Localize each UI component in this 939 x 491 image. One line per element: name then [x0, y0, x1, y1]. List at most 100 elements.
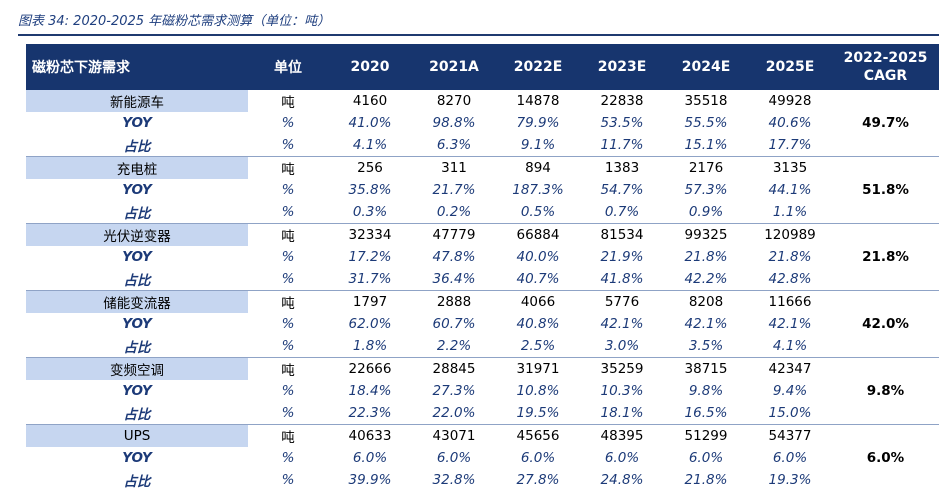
cagr-cell: 51.8% — [832, 157, 939, 224]
yoy-cell: 21.8% — [748, 246, 832, 268]
tonnage-cell: 38715 — [664, 358, 748, 381]
yoy-cell: 47.8% — [412, 246, 496, 268]
share-cell: 2.5% — [496, 335, 580, 358]
share-cell: 6.3% — [412, 134, 496, 157]
yoy-cell: 10.8% — [496, 380, 580, 402]
segment-label: 充电桩 — [26, 157, 248, 180]
yoy-cell: 40.8% — [496, 313, 580, 335]
share-cell: 0.7% — [580, 201, 664, 224]
unit-cell: 吨 — [248, 425, 328, 448]
table-row: 占比%1.8%2.2%2.5%3.0%3.5%4.1% — [26, 335, 939, 358]
yoy-cell: 98.8% — [412, 112, 496, 134]
unit-cell: % — [248, 134, 328, 157]
tonnage-cell: 35259 — [580, 358, 664, 381]
share-label: 占比 — [26, 134, 248, 157]
table-row: YOY%18.4%27.3%10.8%10.3%9.8%9.4% — [26, 380, 939, 402]
tonnage-cell: 8208 — [664, 291, 748, 314]
table-row: YOY%6.0%6.0%6.0%6.0%6.0%6.0% — [26, 447, 939, 469]
share-cell: 27.8% — [496, 469, 580, 491]
share-cell: 32.8% — [412, 469, 496, 491]
share-cell: 40.7% — [496, 268, 580, 291]
yoy-cell: 6.0% — [412, 447, 496, 469]
share-cell: 3.5% — [664, 335, 748, 358]
share-label: 占比 — [26, 335, 248, 358]
unit-cell: % — [248, 112, 328, 134]
tonnage-cell: 2888 — [412, 291, 496, 314]
cagr-cell: 42.0% — [832, 291, 939, 358]
share-label: 占比 — [26, 469, 248, 491]
unit-cell: % — [248, 313, 328, 335]
unit-cell: 吨 — [248, 358, 328, 381]
header-cagr-period: 2022-2025 — [832, 49, 939, 67]
yoy-cell: 41.0% — [328, 112, 412, 134]
tonnage-cell: 35518 — [664, 90, 748, 112]
share-cell: 16.5% — [664, 402, 748, 425]
share-label: 占比 — [26, 402, 248, 425]
caption-divider — [18, 34, 939, 36]
header-year: 2020 — [328, 44, 412, 90]
share-cell: 3.0% — [580, 335, 664, 358]
yoy-cell: 44.1% — [748, 179, 832, 201]
share-cell: 15.0% — [748, 402, 832, 425]
yoy-cell: 35.8% — [328, 179, 412, 201]
table-row: 占比%39.9%32.8%27.8%24.8%21.8%19.3% — [26, 469, 939, 491]
demand-table: 磁粉芯下游需求 单位 2020 2021A 2022E 2023E 2024E … — [26, 44, 939, 491]
header-segment: 磁粉芯下游需求 — [26, 44, 248, 90]
tonnage-cell: 54377 — [748, 425, 832, 448]
tonnage-cell: 42347 — [748, 358, 832, 381]
tonnage-cell: 47779 — [412, 224, 496, 247]
share-cell: 1.1% — [748, 201, 832, 224]
tonnage-cell: 3135 — [748, 157, 832, 180]
tonnage-cell: 28845 — [412, 358, 496, 381]
tonnage-cell: 32334 — [328, 224, 412, 247]
yoy-label: YOY — [26, 112, 248, 134]
table-row: 占比%0.3%0.2%0.5%0.7%0.9%1.1% — [26, 201, 939, 224]
tonnage-cell: 1797 — [328, 291, 412, 314]
yoy-cell: 21.7% — [412, 179, 496, 201]
unit-cell: % — [248, 201, 328, 224]
cagr-cell: 9.8% — [832, 358, 939, 425]
unit-cell: % — [248, 380, 328, 402]
unit-cell: % — [248, 402, 328, 425]
share-label: 占比 — [26, 201, 248, 224]
table-row: 占比%22.3%22.0%19.5%18.1%16.5%15.0% — [26, 402, 939, 425]
segment-label: UPS — [26, 425, 248, 448]
yoy-cell: 6.0% — [580, 447, 664, 469]
unit-cell: % — [248, 469, 328, 491]
table-row: 占比%31.7%36.4%40.7%41.8%42.2%42.8% — [26, 268, 939, 291]
share-cell: 42.8% — [748, 268, 832, 291]
yoy-cell: 6.0% — [496, 447, 580, 469]
yoy-cell: 57.3% — [664, 179, 748, 201]
yoy-label: YOY — [26, 179, 248, 201]
tonnage-cell: 49928 — [748, 90, 832, 112]
yoy-cell: 42.1% — [664, 313, 748, 335]
header-cagr-label: CAGR — [832, 67, 939, 85]
yoy-cell: 18.4% — [328, 380, 412, 402]
table-row: YOY%41.0%98.8%79.9%53.5%55.5%40.6% — [26, 112, 939, 134]
tonnage-cell: 894 — [496, 157, 580, 180]
segment-label: 储能变流器 — [26, 291, 248, 314]
unit-cell: % — [248, 447, 328, 469]
table-row: YOY%62.0%60.7%40.8%42.1%42.1%42.1% — [26, 313, 939, 335]
unit-cell: 吨 — [248, 224, 328, 247]
share-label: 占比 — [26, 268, 248, 291]
share-cell: 17.7% — [748, 134, 832, 157]
tonnage-cell: 51299 — [664, 425, 748, 448]
yoy-cell: 60.7% — [412, 313, 496, 335]
yoy-cell: 21.8% — [664, 246, 748, 268]
header-year: 2022E — [496, 44, 580, 90]
tonnage-cell: 99325 — [664, 224, 748, 247]
yoy-cell: 53.5% — [580, 112, 664, 134]
share-cell: 39.9% — [328, 469, 412, 491]
share-cell: 19.5% — [496, 402, 580, 425]
yoy-cell: 55.5% — [664, 112, 748, 134]
share-cell: 0.5% — [496, 201, 580, 224]
segment-label: 变频空调 — [26, 358, 248, 381]
figure-caption: 图表 34: 2020-2025 年磁粉芯需求测算（单位：吨） — [18, 10, 330, 29]
share-cell: 11.7% — [580, 134, 664, 157]
tonnage-cell: 40633 — [328, 425, 412, 448]
